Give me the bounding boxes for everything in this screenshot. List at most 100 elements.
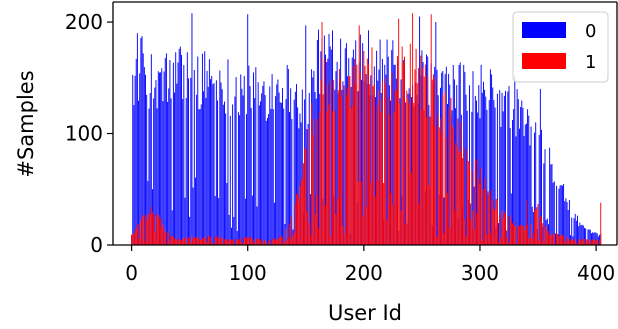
bar-series-1	[479, 183, 481, 245]
bar-series-1	[314, 214, 316, 245]
bar-series-0	[582, 225, 584, 245]
bar-series-0	[336, 61, 338, 245]
y-axis-label: #Samples	[14, 70, 38, 177]
bar-series-0	[275, 96, 277, 245]
bar-series-1	[535, 209, 537, 245]
bar-series-1	[539, 217, 541, 245]
bar-series-1	[457, 118, 459, 245]
bar-series-1	[579, 238, 581, 245]
bar-series-1	[433, 74, 434, 246]
bar-series-1	[221, 238, 223, 245]
bar-series-0	[585, 228, 587, 245]
bar-series-1	[431, 79, 433, 245]
bar-series-1	[451, 124, 453, 245]
bar-series-1	[379, 99, 381, 245]
bar-series-1	[374, 196, 376, 245]
bar-series-0	[488, 100, 490, 245]
bar-series-0	[282, 88, 284, 245]
bar-series-0	[553, 181, 555, 245]
bar-series-0	[147, 180, 149, 245]
bar-series-1	[417, 68, 419, 245]
bar-series-0	[550, 164, 552, 245]
bar-series-1	[184, 237, 186, 245]
bar-series-1	[512, 223, 513, 245]
bar-series-0	[140, 38, 142, 245]
bar-series-1	[227, 240, 229, 245]
bar-series-1	[250, 236, 252, 245]
bar-series-1	[599, 240, 601, 245]
bar-series-1	[487, 191, 489, 245]
bar-series-0	[236, 230, 238, 245]
bar-series-0	[266, 117, 268, 245]
bar-series-1	[380, 111, 382, 245]
bar-series-0	[520, 106, 522, 245]
bar-series-1	[140, 220, 142, 245]
bar-series-0	[491, 74, 493, 245]
bar-series-1	[399, 103, 401, 246]
bar-series-0	[293, 99, 295, 245]
bar-series-0	[198, 109, 200, 245]
bar-series-1	[390, 193, 392, 245]
bar-series-1	[217, 237, 218, 245]
bar-series-1	[421, 109, 423, 245]
bar-series-0	[558, 188, 560, 245]
bar-series-0	[150, 54, 152, 246]
bar-series-1	[494, 209, 496, 245]
bar-series-1	[513, 223, 515, 245]
bar-series-1	[430, 14, 432, 246]
bar-series-0	[543, 163, 545, 245]
bar-series-0	[503, 95, 505, 245]
bar-series-0	[594, 232, 596, 245]
bar-series-0	[208, 59, 210, 245]
bar-series-0	[574, 213, 576, 245]
bar-series-0	[560, 185, 562, 245]
bar-series-1	[326, 111, 328, 246]
bar-series-1	[253, 239, 254, 245]
bar-series-1	[354, 59, 356, 245]
bar-series-1	[464, 219, 466, 245]
bar-series-1	[368, 63, 369, 246]
bar-series-0	[227, 59, 229, 245]
bar-series-1	[534, 209, 536, 245]
bar-series-1	[544, 227, 546, 245]
bar-series-0	[496, 93, 498, 245]
bar-series-0	[499, 90, 501, 246]
bar-series-0	[573, 218, 575, 245]
bar-series-0	[290, 88, 292, 246]
bar-series-0	[518, 128, 520, 245]
bar-series-0	[182, 99, 184, 245]
bar-series-1	[205, 236, 207, 245]
bar-series-0	[551, 163, 553, 245]
bar-series-1	[132, 233, 134, 245]
bar-series-1	[373, 83, 375, 245]
bar-series-1	[456, 145, 458, 245]
bar-series-0	[258, 105, 260, 245]
bar-series-0	[158, 72, 160, 246]
bar-series-1	[254, 242, 256, 245]
bar-series-0	[528, 115, 530, 245]
bar-series-1	[438, 127, 440, 245]
bar-series-0	[240, 74, 242, 246]
bar-series-0	[481, 92, 483, 245]
bar-series-1	[395, 90, 397, 246]
bar-series-1	[422, 68, 424, 245]
bar-series-1	[337, 90, 339, 246]
bar-series-0	[554, 233, 556, 245]
bar-series-0	[277, 79, 279, 245]
bar-series-0	[512, 119, 513, 245]
bar-series-1	[320, 80, 322, 246]
bar-series-0	[199, 109, 201, 245]
bar-series-1	[275, 239, 277, 245]
bar-series-1	[219, 237, 221, 245]
bar-series-0	[156, 108, 158, 245]
bar-series-0	[268, 114, 270, 245]
bar-series-1	[397, 56, 398, 245]
bar-series-0	[509, 128, 511, 245]
bar-series-1	[462, 158, 464, 245]
bar-series-1	[508, 242, 510, 245]
bar-series-0	[226, 182, 228, 245]
bar-series-1	[228, 238, 230, 245]
bar-series-1	[178, 239, 180, 245]
bar-series-1	[162, 224, 164, 245]
bar-series-0	[428, 104, 430, 245]
